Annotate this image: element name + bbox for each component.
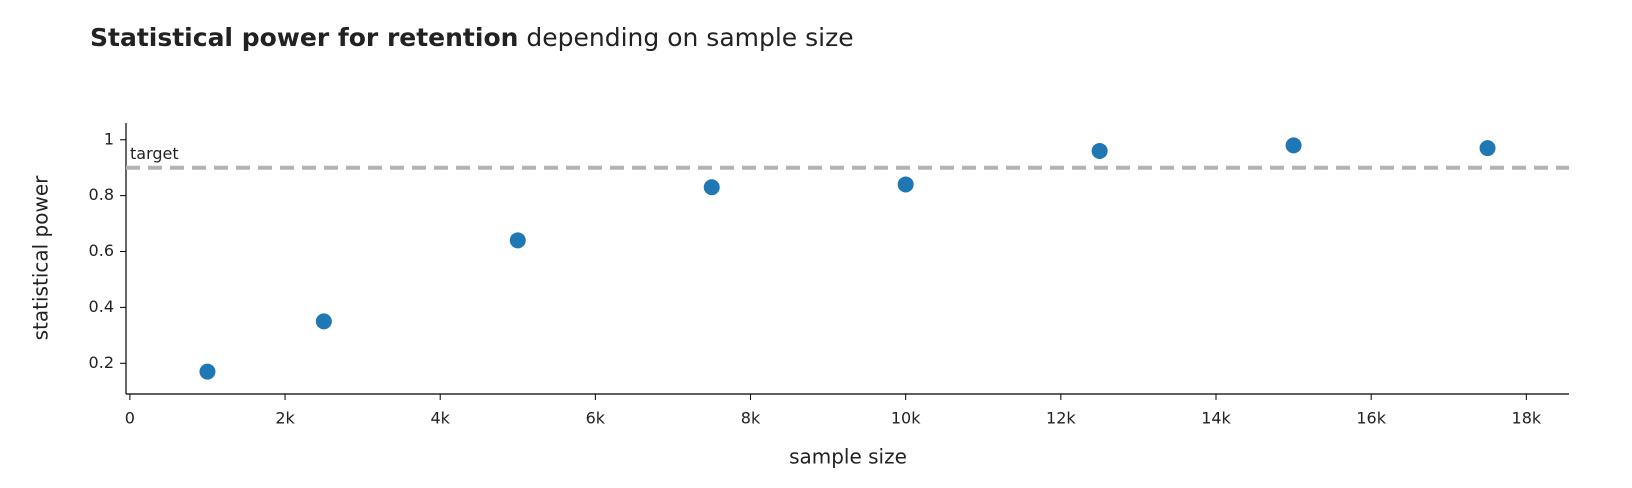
x-tick-label: 0 bbox=[125, 409, 135, 428]
x-tick-label: 8k bbox=[741, 409, 761, 428]
y-tick-label: 0.6 bbox=[89, 241, 114, 260]
y-tick-label: 0.2 bbox=[89, 353, 114, 372]
x-tick-label: 14k bbox=[1201, 409, 1231, 428]
y-tick-label: 0.4 bbox=[89, 297, 114, 316]
target-label: target bbox=[130, 144, 179, 163]
x-tick-label: 6k bbox=[586, 409, 606, 428]
y-tick-label: 0.8 bbox=[89, 185, 114, 204]
y-axis-title: statistical power bbox=[29, 175, 53, 340]
point bbox=[509, 232, 526, 249]
y-tick-label: 1 bbox=[104, 129, 114, 148]
x-tick-label: 16k bbox=[1356, 409, 1386, 428]
x-tick-label: 2k bbox=[275, 409, 295, 428]
point bbox=[703, 179, 720, 196]
chart-title: Statistical power for retention dependin… bbox=[90, 23, 854, 52]
point bbox=[897, 176, 914, 193]
point bbox=[315, 313, 332, 330]
x-tick-label: 12k bbox=[1046, 409, 1076, 428]
point bbox=[1479, 140, 1496, 157]
title-bold: Statistical power for retention bbox=[90, 23, 518, 52]
title-suffix: depending on sample size bbox=[526, 23, 853, 52]
x-tick-label: 10k bbox=[891, 409, 921, 428]
point bbox=[1091, 142, 1108, 159]
point bbox=[199, 363, 216, 380]
x-axis-title: sample size bbox=[789, 445, 907, 469]
x-tick-label: 18k bbox=[1512, 409, 1542, 428]
point bbox=[1285, 137, 1302, 154]
x-tick-label: 4k bbox=[430, 409, 450, 428]
